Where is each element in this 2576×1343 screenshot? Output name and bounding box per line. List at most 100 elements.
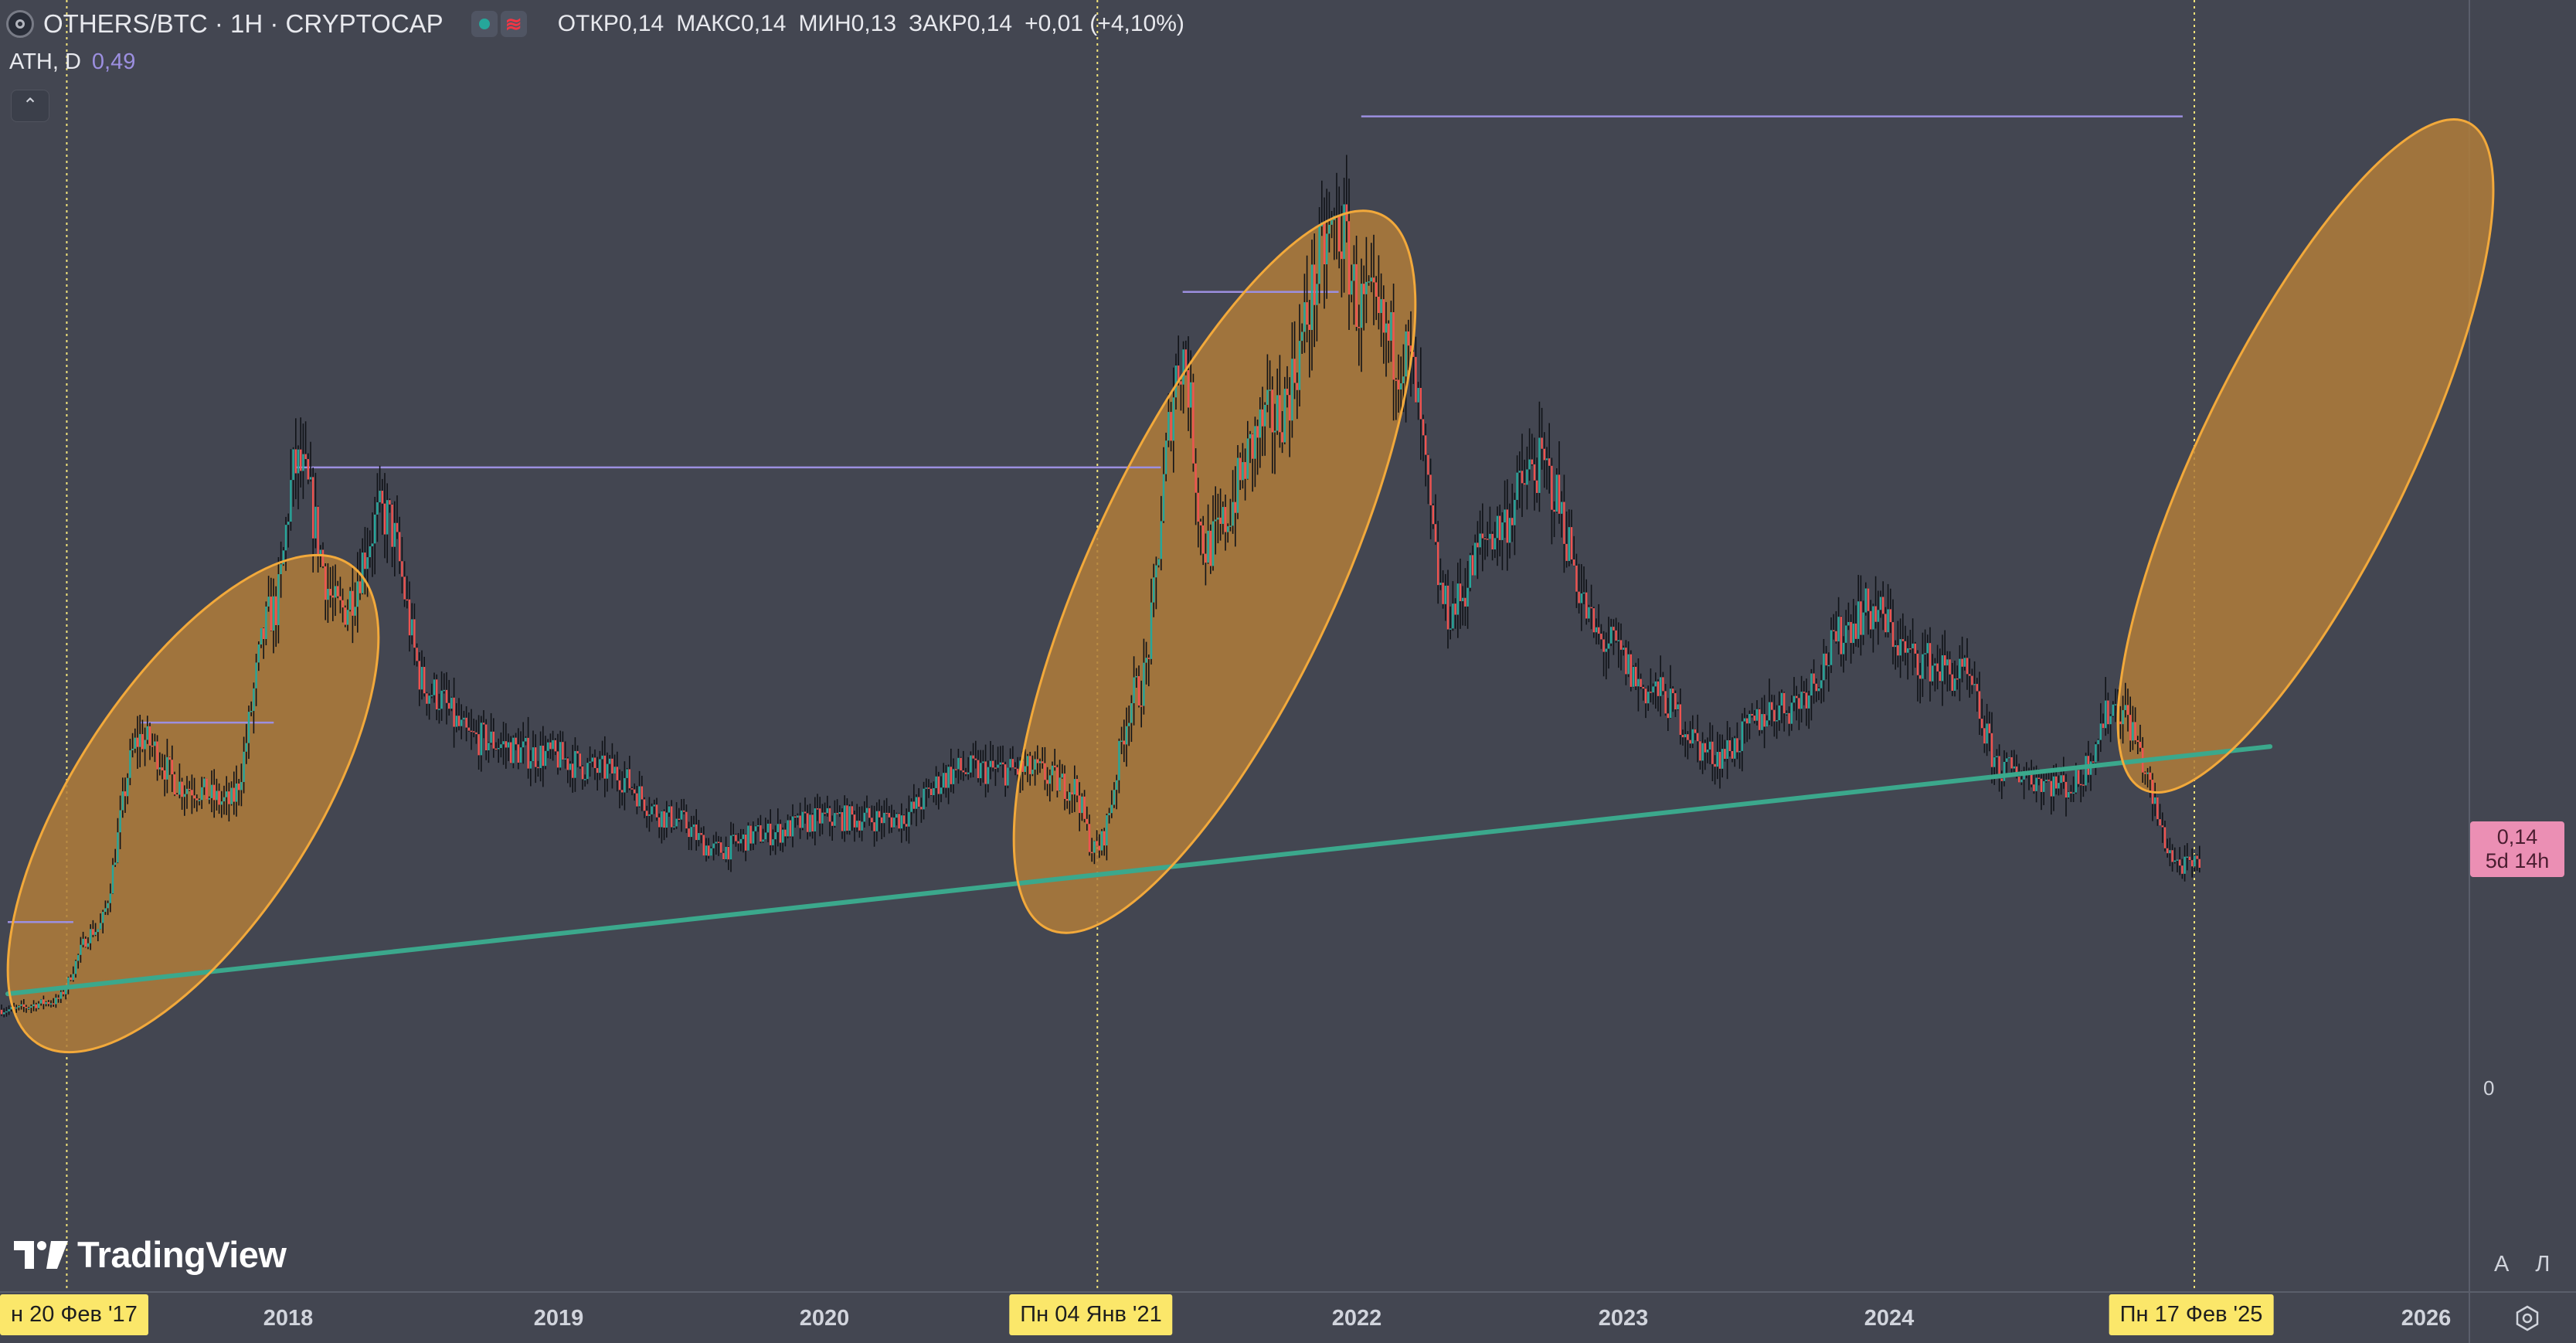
candle-up [346, 610, 349, 625]
candle-down [1042, 761, 1044, 763]
candle-down [1187, 370, 1190, 408]
log-scale-button[interactable]: Л [2535, 1252, 2551, 1277]
candle-up [1073, 779, 1076, 795]
candle-up [1800, 692, 1803, 709]
auto-scale-button[interactable]: A [2494, 1252, 2510, 1277]
symbol-title[interactable]: OTHERS/BTC · 1H · CRYPTOCAP [43, 9, 443, 38]
candle-up [1227, 526, 1229, 532]
market-status-icon[interactable] [471, 11, 498, 37]
candle-up [144, 740, 146, 750]
candle-down [1506, 509, 1508, 543]
candle-down [853, 814, 856, 828]
candle-up [1108, 813, 1110, 815]
candle-up [1229, 525, 1232, 527]
candle-up [747, 825, 749, 851]
candle-up [1778, 706, 1780, 721]
candle-up [282, 550, 284, 565]
candle-down [1718, 751, 1721, 769]
candle-down [611, 758, 613, 774]
candle-down [1011, 759, 1014, 768]
candle-up [356, 581, 359, 607]
candle-up [1496, 515, 1499, 539]
candle-down [1714, 763, 1716, 767]
candle-down [1798, 698, 1800, 709]
candle-down [819, 808, 821, 824]
candle-up [1118, 740, 1120, 780]
candle-down [233, 787, 235, 802]
candle-up [2008, 756, 2010, 759]
candle-up [280, 564, 282, 575]
candle-up [1504, 509, 1506, 523]
candle-up [772, 839, 774, 845]
candle-down [1425, 435, 1427, 455]
candle-up [2109, 716, 2112, 725]
candle-down [2015, 766, 2018, 777]
candle-down [881, 817, 883, 824]
candle-down [505, 741, 507, 748]
candle-up [1143, 662, 1145, 706]
candle-up [525, 737, 527, 742]
candle-down [1279, 395, 1281, 433]
candle-up [1545, 458, 1548, 461]
candle-up [1924, 653, 1926, 654]
candle-down [1548, 458, 1551, 466]
candle-up [1120, 740, 1123, 742]
candle-up [104, 908, 107, 913]
candle-up [1489, 533, 1491, 539]
settings-gear-icon[interactable] [2513, 1304, 2541, 1332]
candle-down [634, 789, 636, 794]
candle-up [757, 824, 760, 827]
indicator-legend[interactable]: ATH, D 0,49 [9, 49, 135, 75]
candle-down [321, 549, 325, 566]
candle-up [1741, 721, 1743, 751]
candle-up [1365, 281, 1368, 294]
candle-down [784, 829, 787, 837]
ohlc-high-label: МАКС [676, 11, 742, 36]
candle-up [72, 974, 74, 981]
candle-down [566, 758, 569, 770]
candle-up [107, 903, 109, 909]
candle-down [1914, 643, 1916, 654]
candle-down [2107, 700, 2109, 725]
candle-down [22, 1004, 25, 1007]
candle-down [727, 846, 729, 860]
candle-up [601, 755, 603, 760]
candle-down [339, 596, 342, 600]
candle-up [739, 838, 742, 844]
candle-up [1895, 645, 1897, 648]
candle-up [970, 755, 972, 773]
symbol-logo-icon[interactable] [6, 10, 34, 38]
candle-down [1901, 639, 1904, 641]
candle-down [1990, 733, 1993, 767]
candle-up [55, 998, 57, 1005]
candle-up [393, 522, 396, 547]
candle-up [648, 814, 651, 816]
candle-down [1711, 741, 1714, 764]
candle-down [1446, 585, 1449, 630]
candle-up [1291, 359, 1293, 421]
collapse-legend-button[interactable]: ⌃ [11, 90, 49, 122]
candle-down [1640, 678, 1642, 687]
candle-up [1215, 519, 1217, 522]
candle-up [1264, 404, 1266, 427]
candle-down [1323, 222, 1326, 265]
candle-up [428, 695, 430, 704]
tradingview-logo-icon [14, 1240, 68, 1269]
candle-up [2072, 792, 2075, 794]
candle-up [2112, 704, 2114, 716]
candle-up [624, 777, 626, 793]
candle-up [2013, 766, 2015, 769]
candle-up [1249, 434, 1252, 439]
candle-up [386, 500, 389, 535]
candle-up [1212, 521, 1215, 566]
wave-icon[interactable]: ≋ [500, 11, 527, 37]
candle-down [683, 810, 685, 812]
candle-up [1217, 517, 1219, 520]
candle-down [92, 929, 94, 935]
candle-up [369, 546, 371, 558]
candle-down [1805, 692, 1808, 709]
candle-up [1516, 472, 1518, 500]
candle-down [453, 697, 455, 727]
candle-down [1407, 331, 1409, 346]
